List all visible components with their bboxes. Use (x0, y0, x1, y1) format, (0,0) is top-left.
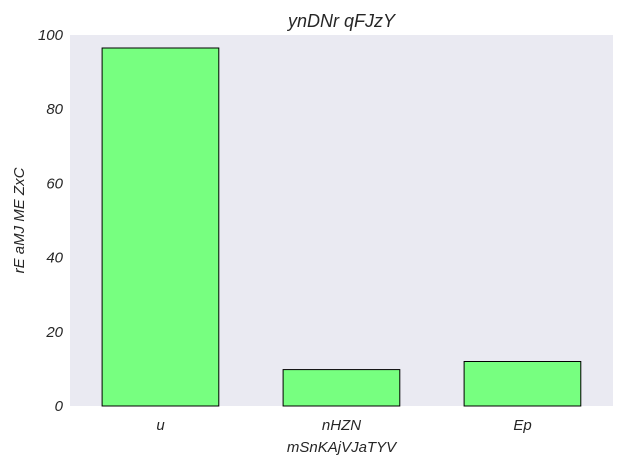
y-tick-label: 100 (38, 27, 64, 44)
bar-Ep (463, 361, 582, 407)
y-axis-label: rE aMJ ME ZxC (11, 167, 28, 273)
bar-u (101, 47, 220, 407)
x-tick-label: u (156, 417, 165, 434)
x-tick-label: nHZN (322, 417, 361, 434)
y-tick-label: 20 (45, 324, 63, 341)
y-tick-label: 80 (46, 101, 63, 118)
bar-nHZN (282, 369, 401, 407)
y-tick-label: 40 (46, 250, 63, 267)
y-tick-label: 0 (55, 398, 64, 415)
x-axis-label: mSnKAjVJaTYV (287, 439, 398, 456)
y-tick-label: 60 (46, 175, 63, 192)
chart-title: ynDNr qFJzY (286, 11, 397, 31)
x-tick-label: Ep (513, 417, 531, 434)
